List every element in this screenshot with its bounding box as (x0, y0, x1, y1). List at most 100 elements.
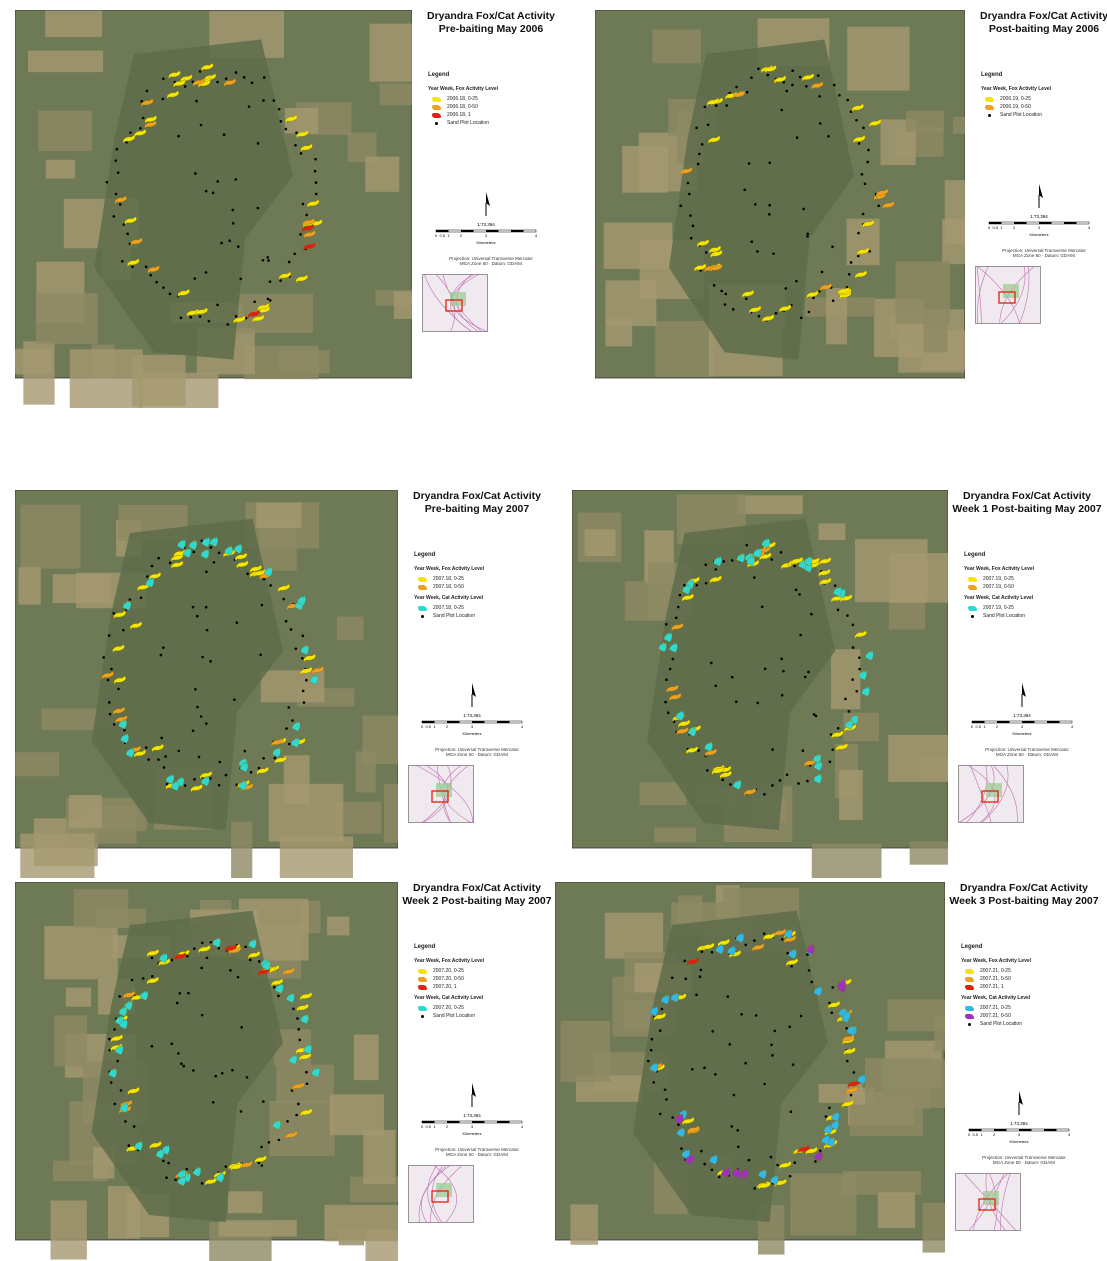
legend-heading: Legend (414, 552, 552, 558)
scale-bar-segment (1064, 222, 1077, 224)
sand-plot (182, 1065, 185, 1068)
sand-plot (756, 250, 759, 253)
legend-swatch (985, 97, 994, 102)
sand-plot (669, 668, 672, 671)
sand-plot (201, 1014, 204, 1017)
sand-plot (790, 1110, 793, 1113)
sand-plot (808, 311, 811, 314)
sand-plot (263, 76, 266, 79)
sand-plot (672, 658, 675, 661)
sand-plot (250, 771, 253, 774)
sand-plot (855, 119, 858, 122)
sand-plot (799, 76, 802, 79)
farm-patch (910, 841, 948, 864)
sand-plot (261, 604, 264, 607)
scale-tick: 1 (447, 233, 450, 238)
sand-plot (177, 135, 180, 138)
farm-patch (354, 1035, 379, 1081)
sand-plot (695, 127, 698, 130)
sand-plot (212, 1101, 215, 1104)
sand-plot (237, 245, 240, 248)
sand-plot (831, 748, 834, 751)
sand-plot (691, 1068, 694, 1071)
sand-plot (240, 1026, 243, 1029)
sand-plot (864, 183, 867, 186)
farm-patch (652, 30, 701, 64)
scale-unit: Kilometers (477, 240, 496, 245)
sand-plot (305, 679, 308, 682)
legend-group-heading: Year Week, Cat Activity Level (964, 595, 1102, 601)
farm-patch (69, 795, 102, 828)
sand-plot (243, 750, 246, 753)
scale-ratio: 1:73,394 (1030, 214, 1048, 219)
sand-plot (737, 1145, 740, 1148)
sand-plot (205, 571, 208, 574)
sand-plot (113, 723, 116, 726)
sand-plot (269, 299, 272, 302)
sand-plot (807, 671, 810, 674)
sand-plot (205, 190, 208, 193)
legend-group-heading: Year Week, Fox Activity Level (414, 958, 552, 964)
sand-plot (817, 74, 820, 77)
sand-plot (212, 192, 215, 195)
sand-plot (291, 719, 294, 722)
legend-label: 2006.19, 0-25 (1000, 96, 1031, 102)
sand-plot (218, 784, 221, 787)
sand-plot (299, 233, 302, 236)
legend-item: 2007.20, 1 (414, 983, 552, 991)
scale-bar-segment (497, 1121, 510, 1123)
map-panel: Dryandra Fox/Cat ActivityWeek 3 Post-bai… (555, 882, 1105, 1261)
sand-plot (784, 287, 787, 290)
sand-plot (855, 690, 858, 693)
sand-plot (867, 149, 870, 152)
farm-patch (70, 349, 143, 408)
sand-plot (713, 284, 716, 287)
sand-plot (162, 646, 165, 649)
sand-plot (652, 1081, 655, 1084)
legend-label: Sand Plot Location (433, 613, 475, 619)
farm-patch (654, 828, 696, 843)
legend-swatch (432, 97, 441, 102)
scale-tick: 4 (1088, 225, 1091, 230)
sand-plot (225, 774, 228, 777)
sand-plot (750, 76, 753, 79)
sand-plot (151, 957, 154, 960)
map-panel: Dryandra Fox/Cat ActivityPre-baiting May… (15, 10, 572, 408)
sand-plot (119, 203, 122, 206)
sand-plot (808, 969, 811, 972)
sand-plot (262, 1100, 265, 1103)
sand-plot (196, 615, 199, 618)
legend-item: 2006.19, 0-50 (981, 103, 1107, 111)
scale-tick: 0.5 (972, 1132, 978, 1137)
sand-plot (680, 1147, 683, 1150)
map-subtitle: Post-baiting May 2006 (969, 23, 1107, 36)
aerial-map (572, 490, 948, 878)
sand-plot (112, 612, 115, 615)
sand-plot (688, 193, 691, 196)
sand-plot (703, 1066, 706, 1069)
sand-plot (178, 750, 181, 753)
sand-plot (763, 793, 766, 796)
sand-plot (703, 1163, 706, 1166)
legend-swatch (418, 977, 427, 982)
sand-plot (837, 609, 840, 612)
scale-bar-segment (997, 721, 1010, 723)
sand-plot (218, 552, 221, 555)
sand-plot (220, 242, 223, 245)
sand-plot (113, 1103, 116, 1106)
sand-plot (850, 261, 853, 264)
sand-plot (780, 109, 783, 112)
sand-plot (206, 956, 209, 959)
sand-plot (770, 558, 773, 561)
sand-plot (231, 1069, 234, 1072)
sand-plot (830, 1012, 833, 1015)
farm-patch (655, 321, 715, 377)
sand-plot (764, 667, 767, 670)
scale-tick: 0 (988, 225, 991, 230)
sand-plot (838, 94, 841, 97)
scale-ratio: 1:73,394 (1010, 1121, 1028, 1126)
sand-plot (851, 678, 854, 681)
sand-plot (199, 315, 202, 318)
map-panel: Dryandra Fox/Cat ActivityWeek 2 Post-bai… (15, 882, 558, 1261)
